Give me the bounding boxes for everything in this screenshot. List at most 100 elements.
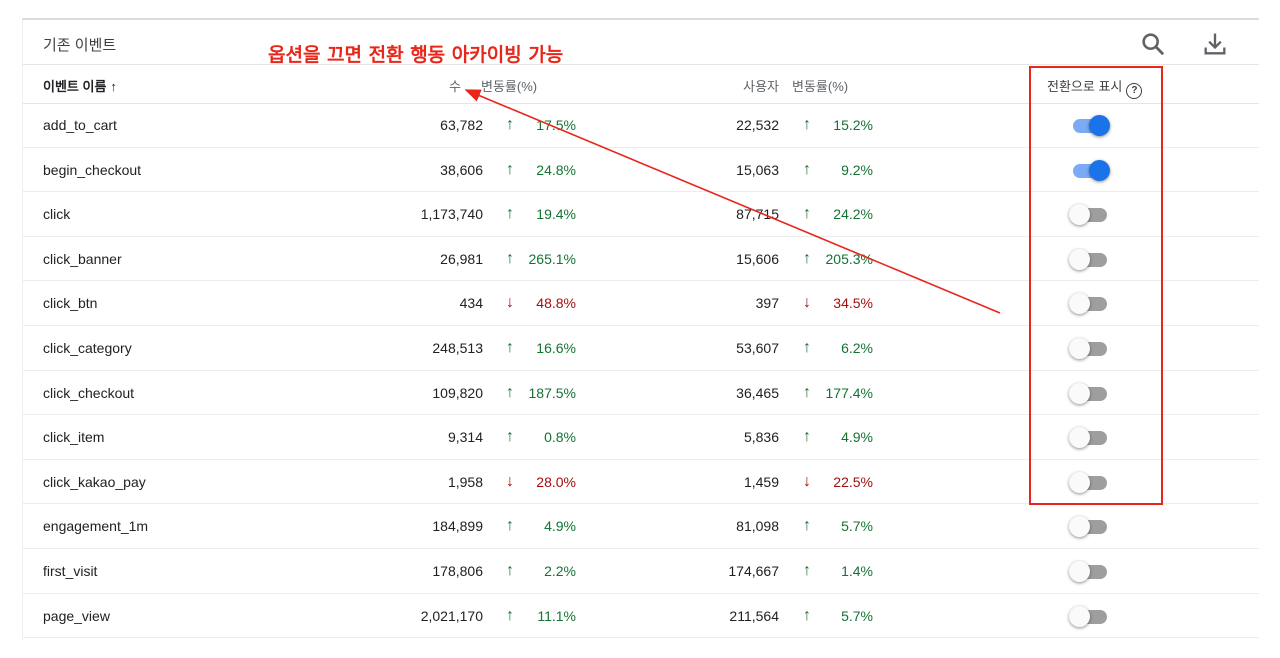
table-row: click_category 248,513 ↑ 16.6% 53,607 ↑ 6.2% (23, 326, 1259, 371)
count-change-percent: 4.9% (544, 518, 576, 535)
users-change-percent: 6.2% (841, 339, 873, 356)
download-icon (1204, 33, 1226, 55)
conversion-toggle[interactable] (1069, 337, 1109, 359)
help-circle-icon[interactable]: ? (1126, 83, 1143, 99)
column-header-count-change[interactable]: 변동률(%) (481, 79, 538, 94)
event-name: click_btn (43, 295, 98, 312)
toggle-thumb (1069, 293, 1090, 315)
users-change-percent: 15.2% (833, 117, 873, 133)
trend-up-icon: ↑ (803, 338, 811, 356)
table-row: click_kakao_pay 1,958 ↓ 28.0% 1,459 ↓ 22.5% (23, 460, 1259, 505)
trend-up-icon: ↑ (506, 249, 514, 267)
count-change-percent: 48.8% (536, 295, 576, 312)
event-count: 184,899 (432, 518, 483, 535)
conversion-toggle[interactable] (1069, 471, 1109, 493)
column-header-users-change[interactable]: 변동률(%) (792, 79, 849, 94)
count-change-percent: 187.5% (528, 384, 576, 401)
event-name: click_kakao_pay (43, 473, 146, 490)
conversion-toggle[interactable] (1069, 560, 1109, 582)
event-count: 1,958 (447, 473, 483, 490)
toggle-thumb (1069, 248, 1090, 270)
table-row: begin_checkout 38,606 ↑ 24.8% 15,063 ↑ 9.2% (23, 148, 1259, 193)
conversion-toggle[interactable] (1069, 248, 1109, 270)
trend-down-icon: ↓ (506, 294, 514, 312)
event-count: 178,806 (432, 562, 483, 579)
user-count: 15,063 (736, 161, 779, 178)
event-count: 109,820 (432, 384, 483, 401)
trend-up-icon: ↑ (803, 428, 811, 446)
trend-up-icon: ↑ (506, 383, 514, 401)
trend-up-icon: ↑ (803, 561, 811, 579)
toggle-thumb (1069, 337, 1090, 359)
column-header-event-name[interactable]: 이벤트 이름 ↑ (43, 79, 117, 94)
conversion-toggle[interactable] (1069, 115, 1110, 136)
annotation-text: 옵션을 끄면 전환 행동 아카이빙 가능 (268, 44, 564, 66)
table-row: first_visit 178,806 ↑ 2.2% 174,667 ↑ 1.4% (23, 549, 1259, 594)
event-count: 9,314 (447, 429, 483, 446)
trend-up-icon: ↑ (506, 428, 514, 446)
conversion-toggle[interactable] (1069, 427, 1109, 449)
count-change-percent: 16.6% (536, 339, 576, 356)
event-name: click (43, 206, 71, 223)
users-change-percent: 1.4% (841, 562, 873, 579)
sort-ascending-icon: ↑ (110, 79, 117, 94)
download-button[interactable] (1201, 30, 1229, 58)
events-table-body: add_to_cart 63,782 ↑ 17.5% 22,532 ↑ 15.2% begin… (23, 103, 1259, 639)
count-change-percent: 28.0% (536, 473, 576, 490)
users-change-percent: 34.5% (833, 295, 873, 312)
trend-down-icon: ↓ (803, 472, 811, 490)
conversion-toggle[interactable] (1069, 516, 1109, 538)
event-name: click_checkout (43, 384, 135, 401)
conversion-toggle[interactable] (1069, 382, 1109, 404)
toggle-thumb (1069, 605, 1090, 627)
event-count: 2,021,170 (420, 607, 483, 624)
conversion-toggle[interactable] (1069, 293, 1109, 315)
table-header: 이벤트 이름 ↑ 수 변동률(%) 사용자 변동률(%) 전환으로 표시? (23, 64, 1259, 104)
count-change-percent: 17.5% (536, 117, 576, 133)
event-name: first_visit (43, 562, 98, 579)
table-row: page_view 2,021,170 ↑ 11.1% 211,564 ↑ 5.7% (23, 594, 1259, 639)
trend-down-icon: ↓ (506, 472, 514, 490)
table-row: engagement_1m 184,899 ↑ 4.9% 81,098 ↑ 5.7% (23, 504, 1259, 549)
trend-up-icon: ↑ (506, 338, 514, 356)
event-name: begin_checkout (43, 161, 142, 178)
user-count: 1,459 (743, 473, 779, 490)
users-change-percent: 4.9% (841, 429, 873, 446)
column-header-count[interactable]: 수 (449, 79, 461, 94)
conversion-toggle[interactable] (1069, 605, 1109, 627)
users-change-percent: 5.7% (841, 518, 873, 535)
table-row: click 1,173,740 ↑ 19.4% 87,715 ↑ 24.2% (23, 192, 1259, 237)
trend-up-icon: ↑ (506, 205, 514, 223)
user-count: 397 (755, 295, 779, 312)
existing-events-card: 기존 이벤트 옵션을 끄면 전환 행동 아카이빙 가능 이벤트 이름 ↑ 수 변동… (22, 18, 1259, 640)
count-change-percent: 11.1% (537, 607, 576, 624)
trend-up-icon: ↑ (803, 116, 811, 133)
event-count: 434 (459, 295, 483, 312)
users-change-percent: 177.4% (825, 384, 873, 401)
count-change-percent: 0.8% (544, 429, 576, 446)
trend-down-icon: ↓ (803, 294, 811, 312)
trend-up-icon: ↑ (506, 606, 514, 624)
toggle-thumb (1069, 560, 1090, 582)
event-count: 26,981 (440, 250, 483, 267)
count-change-percent: 2.2% (544, 562, 576, 579)
toggle-thumb (1069, 382, 1090, 404)
toggle-thumb (1089, 159, 1110, 181)
count-change-percent: 265.1% (528, 250, 576, 267)
table-row: click_btn 434 ↓ 48.8% 397 ↓ 34.5% (23, 281, 1259, 326)
user-count: 174,667 (728, 562, 779, 579)
user-count: 36,465 (736, 384, 779, 401)
column-header-users[interactable]: 사용자 (743, 79, 779, 94)
toggle-thumb (1089, 115, 1110, 136)
toggle-thumb (1069, 204, 1090, 226)
event-name: page_view (43, 607, 110, 624)
search-button[interactable] (1139, 30, 1167, 58)
user-count: 87,715 (736, 206, 779, 223)
trend-up-icon: ↑ (506, 517, 514, 535)
trend-up-icon: ↑ (803, 383, 811, 401)
trend-up-icon: ↑ (803, 517, 811, 535)
toggle-thumb (1069, 427, 1090, 449)
conversion-toggle[interactable] (1069, 159, 1110, 181)
table-row: add_to_cart 63,782 ↑ 17.5% 22,532 ↑ 15.2% (23, 103, 1259, 148)
conversion-toggle[interactable] (1069, 204, 1109, 226)
